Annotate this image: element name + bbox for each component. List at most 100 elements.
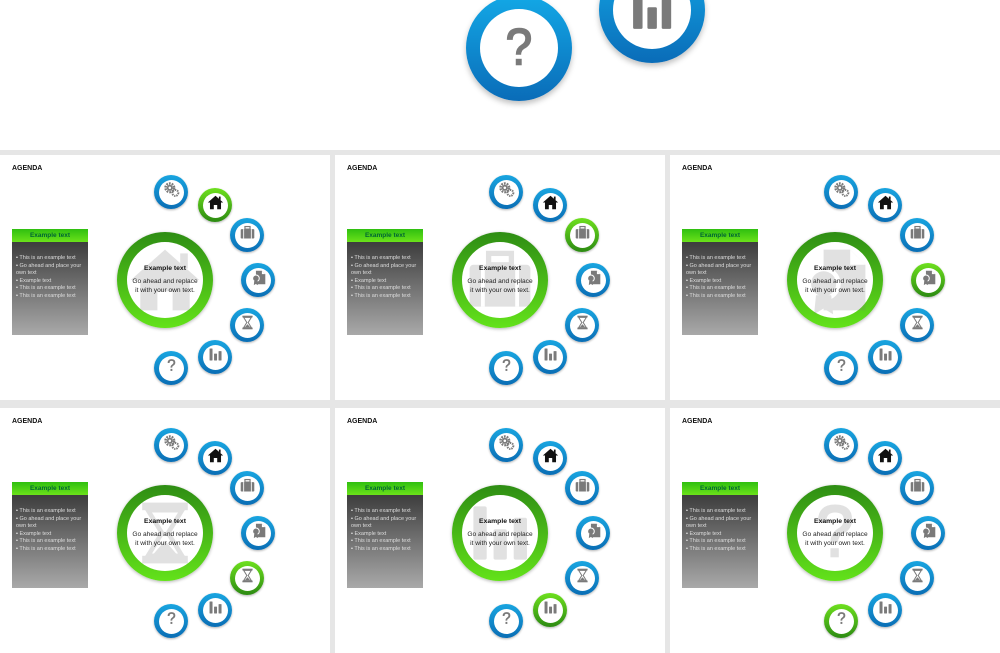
bullet-item: Go ahead and place your own text	[351, 263, 420, 278]
agenda-item-certificate[interactable]	[241, 263, 275, 297]
certificate-icon	[250, 522, 267, 544]
agenda-item-briefcase[interactable]	[565, 471, 599, 505]
slide-thumbnail[interactable]: AGENDA Example text This is an example t…	[0, 155, 330, 400]
certificate-icon	[585, 269, 602, 291]
agenda-item-question[interactable]	[824, 604, 858, 638]
certificate-icon	[585, 522, 602, 544]
agenda-item-certificate[interactable]	[576, 516, 610, 550]
agenda-item-certificate[interactable]	[911, 516, 945, 550]
center-title: Example text	[479, 518, 521, 525]
agenda-item-hourglass[interactable]	[900, 561, 934, 595]
watermark-question-icon	[797, 495, 873, 571]
agenda-item-bar-chart[interactable]	[533, 593, 567, 627]
briefcase-icon	[574, 477, 591, 499]
agenda-item-home[interactable]	[533, 188, 567, 222]
agenda-item-bar-chart[interactable]	[533, 340, 567, 374]
slide-heading: AGENDA	[347, 418, 378, 425]
preview-strip	[0, 0, 1000, 150]
home-icon	[207, 194, 224, 216]
hourglass-icon	[909, 314, 926, 336]
bullet-item: Example text	[351, 531, 420, 539]
center-ring: Example text Go ahead and replace it wit…	[117, 485, 213, 581]
agenda-item-bar-chart[interactable]	[868, 340, 902, 374]
bullet-item: This is an example text	[16, 285, 85, 293]
agenda-item-home[interactable]	[533, 441, 567, 475]
agenda-item-hourglass[interactable]	[230, 308, 264, 342]
bar-chart-icon	[542, 599, 559, 621]
briefcase-icon	[239, 224, 256, 246]
bullet-item: Go ahead and place your own text	[686, 516, 755, 531]
agenda-item-bar-chart[interactable]	[868, 593, 902, 627]
slide-thumbnail[interactable]: AGENDA Example text This is an example t…	[335, 408, 665, 653]
agenda-item-gears[interactable]	[824, 175, 858, 209]
agenda-item-certificate[interactable]	[911, 263, 945, 297]
hourglass-icon	[574, 567, 591, 589]
briefcase-icon	[909, 224, 926, 246]
bullet-item: This is an example text	[686, 293, 755, 301]
agenda-item-hourglass[interactable]	[565, 308, 599, 342]
agenda-item-question[interactable]	[824, 351, 858, 385]
agenda-item-gears[interactable]	[489, 428, 523, 462]
agenda-item-gears[interactable]	[154, 428, 188, 462]
agenda-item-question[interactable]	[489, 604, 523, 638]
agenda-item-gears[interactable]	[154, 175, 188, 209]
bullet-item: This is an example text	[686, 538, 755, 546]
slide-heading: AGENDA	[12, 165, 43, 172]
bullet-item: This is an example text	[351, 538, 420, 546]
gears-icon	[833, 434, 850, 456]
agenda-item-hourglass[interactable]	[565, 561, 599, 595]
agenda-item-briefcase[interactable]	[900, 218, 934, 252]
bullet-item: This is an example text	[351, 255, 420, 263]
agenda-item-briefcase[interactable]	[230, 471, 264, 505]
center-body: Go ahead and replace it with your own te…	[132, 278, 198, 294]
bullet-item: This is an example text	[16, 508, 85, 516]
question-icon	[163, 357, 180, 379]
slide-thumbnail[interactable]: AGENDA Example text This is an example t…	[670, 408, 1000, 653]
agenda-item-certificate[interactable]	[241, 516, 275, 550]
question-icon	[833, 610, 850, 632]
agenda-item-bar-chart[interactable]	[198, 340, 232, 374]
agenda-item-question[interactable]	[154, 351, 188, 385]
agenda-item-briefcase[interactable]	[565, 218, 599, 252]
certificate-icon	[920, 522, 937, 544]
preview-question-button[interactable]	[466, 0, 572, 101]
watermark-hourglass-icon	[127, 495, 203, 571]
agenda-item-briefcase[interactable]	[900, 471, 934, 505]
agenda-item-gears[interactable]	[489, 175, 523, 209]
agenda-item-certificate[interactable]	[576, 263, 610, 297]
home-icon	[542, 447, 559, 469]
center-title: Example text	[144, 265, 186, 272]
slide-thumbnail[interactable]: AGENDA Example text This is an example t…	[335, 155, 665, 400]
bullet-item: This is an example text	[686, 255, 755, 263]
center-ring: Example text Go ahead and replace it wit…	[787, 485, 883, 581]
agenda-item-hourglass[interactable]	[230, 561, 264, 595]
question-icon	[498, 610, 515, 632]
agenda-item-question[interactable]	[154, 604, 188, 638]
agenda-item-bar-chart[interactable]	[198, 593, 232, 627]
bullet-item: This is an example text	[686, 546, 755, 554]
slide-heading: AGENDA	[682, 418, 713, 425]
watermark-briefcase-icon	[462, 242, 538, 318]
certificate-icon	[920, 269, 937, 291]
preview-chart-button[interactable]	[599, 0, 705, 63]
agenda-item-home[interactable]	[198, 441, 232, 475]
agenda-item-briefcase[interactable]	[230, 218, 264, 252]
question-icon	[498, 357, 515, 379]
agenda-item-home[interactable]	[868, 188, 902, 222]
hourglass-icon	[239, 567, 256, 589]
bullet-item: This is an example text	[16, 538, 85, 546]
agenda-item-home[interactable]	[198, 188, 232, 222]
slide-thumbnail[interactable]: AGENDA Example text This is an example t…	[0, 408, 330, 653]
agenda-item-gears[interactable]	[824, 428, 858, 462]
agenda-item-hourglass[interactable]	[900, 308, 934, 342]
watermark-bar-chart-icon	[462, 495, 538, 571]
agenda-item-question[interactable]	[489, 351, 523, 385]
watermark-certificate-icon	[797, 242, 873, 318]
slide-thumbnail[interactable]: AGENDA Example text This is an example t…	[670, 155, 1000, 400]
watermark-home-icon	[127, 242, 203, 318]
agenda-item-home[interactable]	[868, 441, 902, 475]
question-icon	[480, 9, 558, 87]
